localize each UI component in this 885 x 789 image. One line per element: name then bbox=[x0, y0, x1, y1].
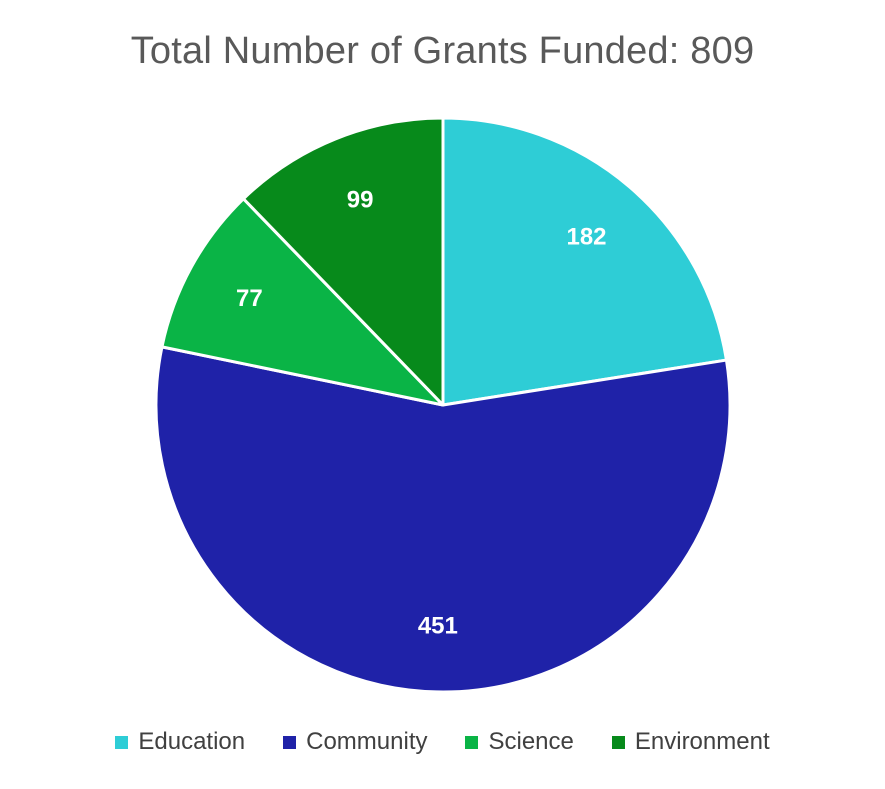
legend-swatch bbox=[611, 735, 625, 749]
legend-swatch bbox=[283, 735, 297, 749]
data-label-education: 182 bbox=[566, 223, 606, 250]
legend-item-environment: Environment bbox=[611, 728, 770, 756]
data-label-community: 451 bbox=[418, 612, 458, 639]
legend-label: Education bbox=[138, 728, 246, 755]
chart-title: Total Number of Grants Funded: 809 bbox=[130, 30, 755, 72]
pie-data-labels: 182 451 77 99 bbox=[236, 187, 607, 640]
data-label-science: 77 bbox=[236, 285, 263, 312]
legend-item-science: Science bbox=[465, 728, 574, 756]
legend-item-education: Education bbox=[115, 728, 245, 756]
legend: Education Community Science Environment bbox=[0, 728, 885, 756]
legend-item-community: Community bbox=[283, 728, 427, 756]
legend-label: Science bbox=[488, 728, 574, 755]
legend-label: Environment bbox=[634, 728, 770, 755]
pie-slice-science bbox=[160, 197, 445, 407]
legend-swatch bbox=[465, 735, 479, 749]
legend-label: Community bbox=[306, 728, 428, 755]
pie-slice-education bbox=[441, 116, 728, 407]
data-label-environment: 99 bbox=[347, 187, 374, 214]
pie-slices bbox=[154, 116, 732, 694]
pie-slice-community bbox=[154, 345, 732, 694]
legend-swatch bbox=[115, 735, 129, 749]
pie-slice-environment bbox=[241, 116, 445, 407]
